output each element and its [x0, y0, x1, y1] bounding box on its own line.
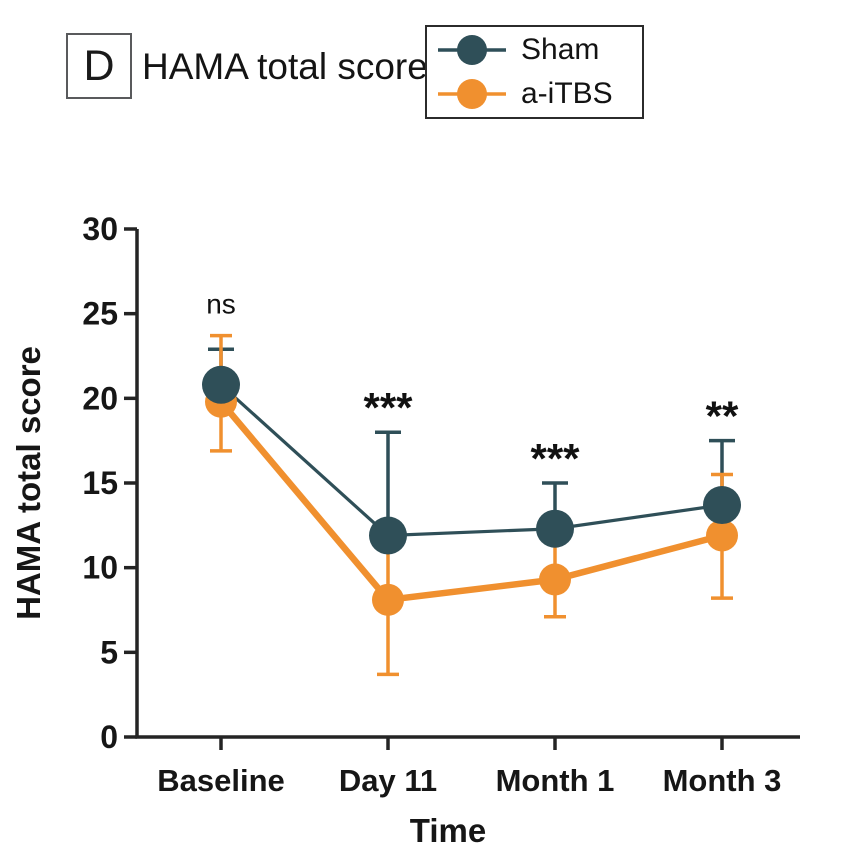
- sham-markers-point: [536, 509, 574, 548]
- y-tick-label: 30: [82, 211, 118, 247]
- aitbs-markers-point: [372, 583, 404, 616]
- y-tick-label: 5: [100, 634, 118, 670]
- significance-label: **: [706, 393, 739, 440]
- y-tick-label: 20: [82, 380, 118, 416]
- y-tick-label: 10: [82, 550, 118, 586]
- panel-label-box: D: [66, 33, 132, 99]
- x-tick-label: Day 11: [339, 763, 437, 798]
- aitbs-line: [218, 399, 723, 604]
- legend-item-aitbs: a-iTBS: [435, 73, 642, 115]
- legend: Sham a-iTBS: [425, 25, 644, 119]
- legend-label-sham: Sham: [521, 33, 600, 66]
- x-tick-label: Baseline: [157, 763, 285, 798]
- y-tick-label: 0: [100, 719, 118, 755]
- significance-label: ***: [530, 435, 580, 482]
- x-axis-title: Time: [410, 812, 486, 849]
- sham-markers: [202, 365, 741, 555]
- aitbs-markers: [205, 385, 738, 616]
- x-tick-label: Month 3: [663, 763, 782, 798]
- y-tick-label: 15: [82, 465, 118, 501]
- sham-markers-point: [202, 365, 240, 404]
- panel-label: D: [83, 41, 115, 90]
- y-axis-title: HAMA total score: [10, 346, 47, 620]
- axes: 0 5 10 15 20 25 30 Baseline Day 11 Month 1 Month 3: [82, 211, 800, 798]
- figure-title: HAMA total score: [142, 46, 428, 87]
- sham-series-marker-icon: [438, 35, 506, 65]
- sham-line: [219, 383, 723, 538]
- y-tick-label: 25: [82, 296, 118, 332]
- sham-markers-point: [703, 486, 741, 525]
- legend-label-aitbs: a-iTBS: [521, 77, 613, 110]
- significance-label: ***: [363, 384, 413, 431]
- sham-markers-point: [369, 516, 407, 555]
- significance-label: ns: [206, 289, 236, 320]
- x-tick-label: Month 1: [496, 763, 615, 798]
- aitbs-markers-point: [706, 519, 738, 552]
- legend-item-sham: Sham: [435, 29, 642, 71]
- aitbs-series-marker-icon: [438, 79, 506, 109]
- aitbs-markers-point: [539, 563, 571, 596]
- aitbs-error-bars: [210, 333, 733, 677]
